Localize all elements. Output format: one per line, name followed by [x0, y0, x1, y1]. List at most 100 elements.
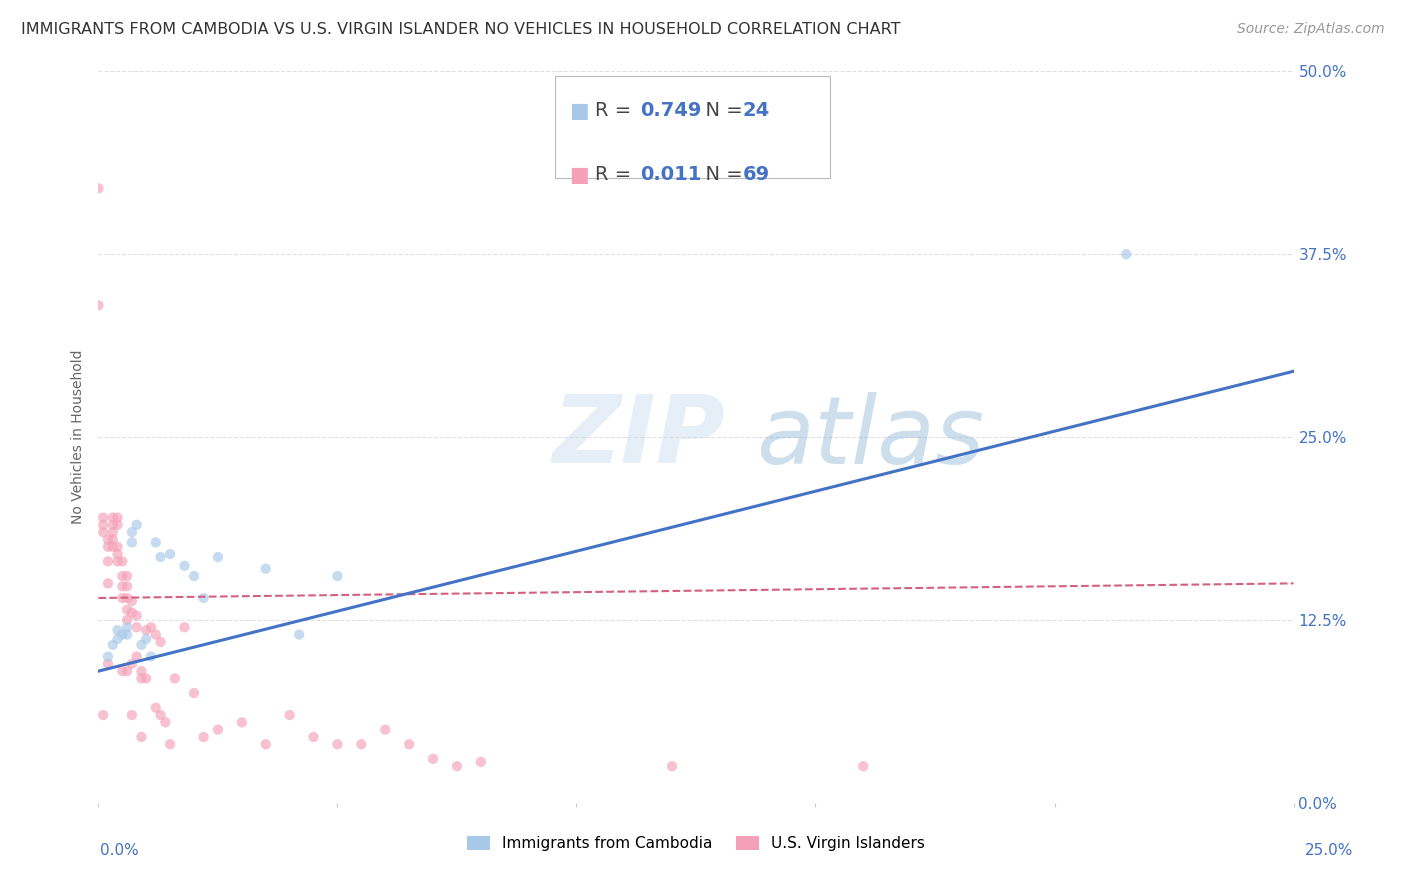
Text: 25.0%: 25.0% — [1305, 843, 1353, 858]
Point — [125, 517, 148, 532]
Point — [101, 638, 124, 652]
Point — [91, 510, 114, 524]
Text: Source: ZipAtlas.com: Source: ZipAtlas.com — [1237, 22, 1385, 37]
Point — [111, 627, 134, 641]
Point — [159, 547, 181, 561]
Point — [207, 549, 229, 564]
Point — [149, 708, 172, 723]
Text: IMMIGRANTS FROM CAMBODIA VS U.S. VIRGIN ISLANDER NO VEHICLES IN HOUSEHOLD CORREL: IMMIGRANTS FROM CAMBODIA VS U.S. VIRGIN … — [21, 22, 901, 37]
Point — [97, 533, 120, 547]
Point — [398, 737, 420, 751]
Point — [288, 627, 311, 641]
Point — [91, 525, 114, 540]
Point — [111, 591, 134, 605]
Text: R =: R = — [595, 101, 637, 120]
Point — [254, 737, 277, 751]
Point — [121, 535, 143, 549]
Point — [131, 638, 153, 652]
Point — [374, 723, 396, 737]
Point — [193, 730, 215, 744]
Point — [101, 525, 124, 540]
Point — [131, 664, 153, 678]
Point — [101, 533, 124, 547]
Point — [101, 540, 124, 554]
Point — [145, 700, 167, 714]
Point — [159, 737, 181, 751]
Point — [121, 525, 143, 540]
Point — [107, 632, 129, 646]
Point — [149, 549, 172, 564]
Point — [87, 298, 110, 312]
Text: 0.749: 0.749 — [640, 101, 702, 120]
Point — [111, 569, 134, 583]
Point — [135, 632, 157, 646]
Point — [207, 723, 229, 737]
Point — [139, 620, 162, 634]
Text: atlas: atlas — [756, 392, 984, 483]
Point — [193, 591, 215, 605]
Point — [135, 672, 157, 686]
Point — [101, 510, 124, 524]
Point — [145, 535, 167, 549]
Point — [422, 752, 444, 766]
Point — [115, 579, 138, 593]
Point — [139, 649, 162, 664]
Point — [278, 708, 301, 723]
Point — [1115, 247, 1137, 261]
Text: 0.0%: 0.0% — [100, 843, 139, 858]
Point — [131, 672, 153, 686]
Point — [115, 664, 138, 678]
Point — [131, 730, 153, 744]
Text: ■: ■ — [569, 101, 589, 120]
Point — [149, 635, 172, 649]
Point — [115, 569, 138, 583]
Point — [107, 540, 129, 554]
Point — [111, 554, 134, 568]
Point — [302, 730, 325, 744]
Text: N =: N = — [693, 101, 749, 120]
Point — [97, 540, 120, 554]
Point — [107, 623, 129, 637]
Point — [107, 547, 129, 561]
Point — [107, 510, 129, 524]
Point — [173, 620, 195, 634]
Point — [97, 657, 120, 671]
Point — [173, 558, 195, 573]
Point — [107, 517, 129, 532]
Text: R =: R = — [595, 165, 637, 184]
Point — [115, 613, 138, 627]
Point — [87, 181, 110, 195]
Point — [183, 569, 205, 583]
Point — [97, 649, 120, 664]
Point — [97, 576, 120, 591]
Point — [183, 686, 205, 700]
Point — [155, 715, 177, 730]
Point — [852, 759, 875, 773]
Point — [115, 620, 138, 634]
Point — [115, 591, 138, 605]
Legend: Immigrants from Cambodia, U.S. Virgin Islanders: Immigrants from Cambodia, U.S. Virgin Is… — [461, 830, 931, 857]
Point — [125, 620, 148, 634]
Point — [115, 627, 138, 641]
Point — [97, 554, 120, 568]
Point — [91, 708, 114, 723]
Point — [135, 623, 157, 637]
Point — [470, 755, 492, 769]
Point — [125, 608, 148, 623]
Point — [163, 672, 186, 686]
Text: 0.011: 0.011 — [640, 165, 702, 184]
Point — [101, 517, 124, 532]
Point — [145, 627, 167, 641]
Point — [107, 554, 129, 568]
Point — [121, 594, 143, 608]
Point — [350, 737, 373, 751]
Point — [111, 579, 134, 593]
Point — [91, 517, 114, 532]
Point — [254, 562, 277, 576]
Point — [231, 715, 253, 730]
Point — [661, 759, 683, 773]
Point — [121, 657, 143, 671]
Point — [326, 569, 349, 583]
Text: N =: N = — [693, 165, 749, 184]
Point — [121, 708, 143, 723]
